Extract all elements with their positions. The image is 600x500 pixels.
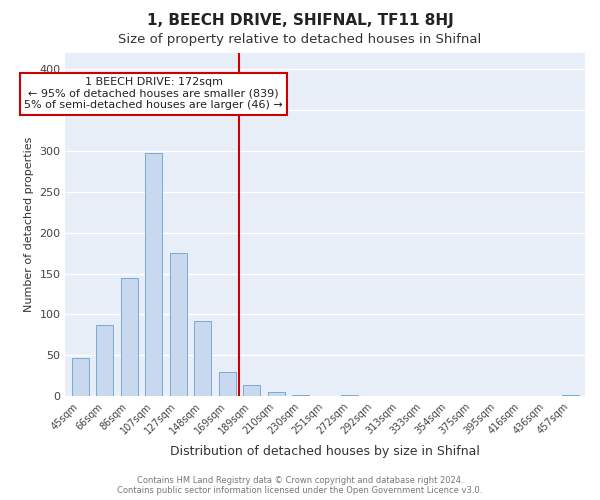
Bar [194,321,211,396]
Text: 1, BEECH DRIVE, SHIFNAL, TF11 8HJ: 1, BEECH DRIVE, SHIFNAL, TF11 8HJ [146,12,454,28]
Bar [243,385,260,396]
Text: Size of property relative to detached houses in Shifnal: Size of property relative to detached ho… [118,32,482,46]
Bar [218,372,236,396]
Bar [96,325,113,396]
Y-axis label: Number of detached properties: Number of detached properties [24,136,34,312]
Bar [170,253,187,396]
Bar [121,278,138,396]
Text: Contains public sector information licensed under the Open Government Licence v3: Contains public sector information licen… [118,486,482,495]
Bar [145,153,162,396]
Bar [71,358,89,397]
Text: 1 BEECH DRIVE: 172sqm
← 95% of detached houses are smaller (839)
5% of semi-deta: 1 BEECH DRIVE: 172sqm ← 95% of detached … [24,77,283,110]
Bar [268,392,285,396]
Text: Contains HM Land Registry data © Crown copyright and database right 2024.: Contains HM Land Registry data © Crown c… [137,476,463,485]
X-axis label: Distribution of detached houses by size in Shifnal: Distribution of detached houses by size … [170,444,480,458]
